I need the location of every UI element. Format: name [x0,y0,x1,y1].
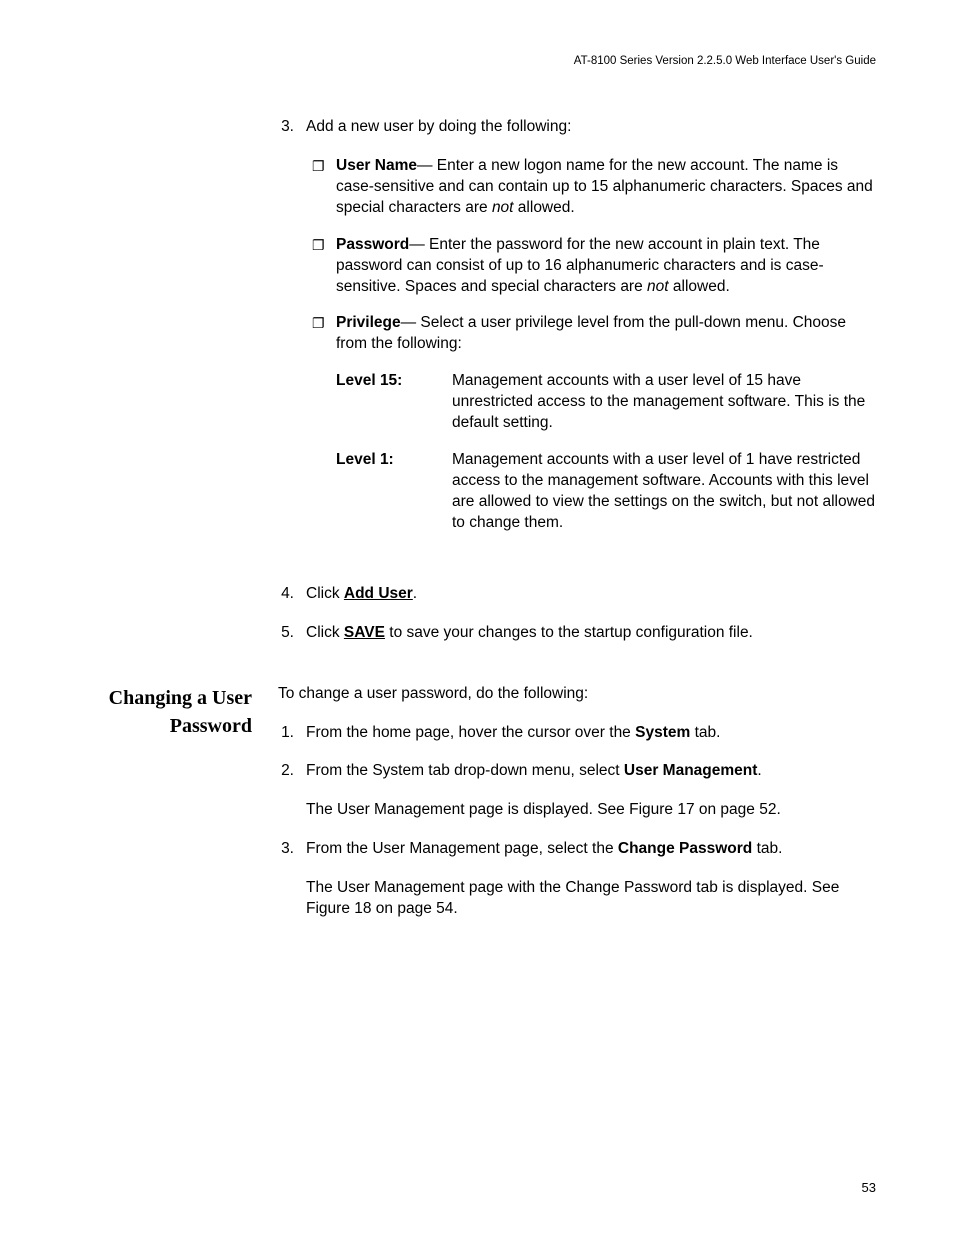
level-15-desc: Management accounts with a user level of… [452,371,876,434]
s2-step-2-followup: The User Management page is displayed. S… [306,800,876,821]
level-1-desc: Management accounts with a user level of… [452,450,876,534]
section2-heading: Changing a User Password [78,684,278,740]
page-number: 53 [862,1180,876,1195]
s2-step-2-bold: User Management [624,762,758,779]
s2-step-2: 2. From the System tab drop-down menu, s… [278,761,876,782]
bullet-password-body: Password— Enter the password for the new… [336,235,876,298]
bullet-username-body: User Name— Enter a new logon name for th… [336,156,876,219]
step-5-text-after: to save your changes to the startup conf… [385,624,753,641]
s2-step-3-before: From the User Management page, select th… [306,840,618,857]
password-label: Password [336,236,409,253]
password-text-before: — Enter the password for the new account… [336,236,824,295]
level-1-row: Level 1: Management accounts with a user… [336,450,876,534]
step-3-sublist: ❐ User Name— Enter a new logon name for … [306,156,876,550]
step-5-text-before: Click [306,624,344,641]
page: AT-8100 Series Version 2.2.5.0 Web Inter… [0,0,954,1235]
s2-step-3-followup: The User Management page with the Change… [306,878,876,920]
s2-step-2-body: From the System tab drop-down menu, sele… [306,761,876,782]
username-label: User Name [336,157,417,174]
s2-step-2-after: . [757,762,761,779]
step-5-action: SAVE [344,624,385,641]
step-4-text-before: Click [306,585,344,602]
password-text-after: allowed. [669,278,730,295]
level-15-label: Level 15: [336,371,452,434]
privilege-levels: Level 15: Management accounts with a use… [336,371,876,533]
s2-step-3-number: 3. [278,839,306,860]
step-4-text-after: . [413,585,417,602]
s2-step-3: 3. From the User Management page, select… [278,839,876,860]
username-text-after: allowed. [514,199,575,216]
s2-step-2-number: 2. [278,761,306,782]
step-5-body: Click SAVE to save your changes to the s… [306,623,876,644]
step-5-number: 5. [278,623,306,644]
step-4-body: Click Add User. [306,584,876,605]
password-not: not [647,278,669,295]
step-3-intro: Add a new user by doing the following: [306,118,571,135]
s2-step-3-bold: Change Password [618,840,752,857]
section2-intro: To change a user password, do the follow… [278,684,876,705]
s2-step-1-bold: System [635,724,690,741]
step-3-body: Add a new user by doing the following: ❐… [306,117,876,566]
step-4: 4. Click Add User. [278,584,876,605]
s2-step-3-body: From the User Management page, select th… [306,839,876,860]
username-not: not [492,199,514,216]
s2-step-1-after: tab. [690,724,720,741]
section-add-user: 3. Add a new user by doing the following… [78,117,876,662]
s2-step-1: 1. From the home page, hover the cursor … [278,723,876,744]
s2-step-2-before: From the System tab drop-down menu, sele… [306,762,624,779]
step-4-action: Add User [344,585,413,602]
bullet-password: ❐ Password— Enter the password for the n… [312,235,876,298]
privilege-label: Privilege [336,314,401,331]
section-changing-password: Changing a User Password To change a use… [78,684,876,938]
bullet-username: ❐ User Name— Enter a new logon name for … [312,156,876,219]
step-3: 3. Add a new user by doing the following… [278,117,876,566]
bullet-marker-icon: ❐ [312,313,336,549]
username-text-before: — Enter a new logon name for the new acc… [336,157,873,216]
section2-body: To change a user password, do the follow… [278,684,876,938]
bullet-marker-icon: ❐ [312,156,336,219]
section1-body: 3. Add a new user by doing the following… [278,117,876,662]
level-15-row: Level 15: Management accounts with a use… [336,371,876,434]
step-5: 5. Click SAVE to save your changes to th… [278,623,876,644]
step-4-number: 4. [278,584,306,605]
privilege-text: — Select a user privilege level from the… [336,314,846,352]
s2-step-3-after: tab. [752,840,782,857]
bullet-privilege: ❐ Privilege— Select a user privilege lev… [312,313,876,549]
level-1-label: Level 1: [336,450,452,534]
bullet-marker-icon: ❐ [312,235,336,298]
bullet-privilege-body: Privilege— Select a user privilege level… [336,313,876,549]
step-3-number: 3. [278,117,306,566]
s2-step-1-before: From the home page, hover the cursor ove… [306,724,635,741]
header-guide-title: AT-8100 Series Version 2.2.5.0 Web Inter… [78,55,876,67]
s2-step-1-number: 1. [278,723,306,744]
s2-step-1-body: From the home page, hover the cursor ove… [306,723,876,744]
